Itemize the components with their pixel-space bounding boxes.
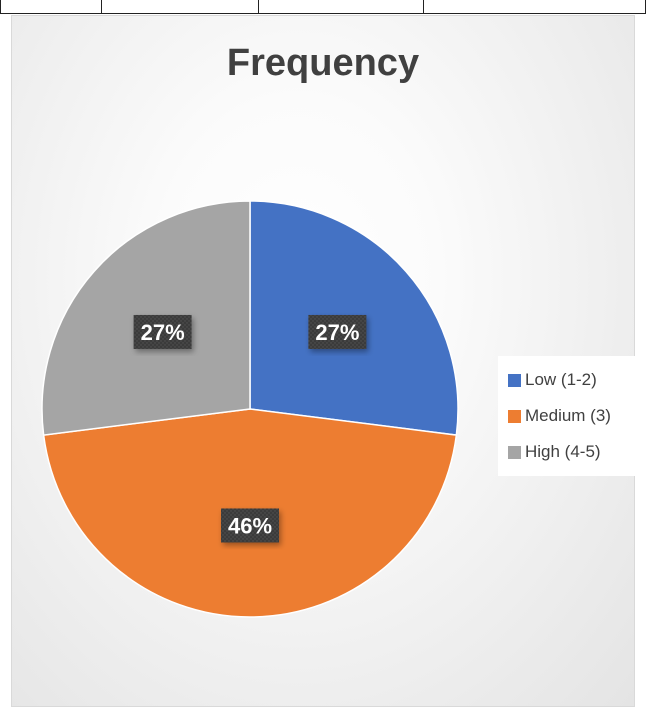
legend-item-medium-3[interactable]: Medium (3) <box>498 398 638 434</box>
data-label-text: 27% <box>141 320 185 345</box>
table-divider <box>0 0 1 14</box>
legend-item-high-4-5[interactable]: High (4-5) <box>498 434 638 470</box>
legend-label: Medium (3) <box>525 406 611 425</box>
pie-chart: 27% 46% 27% <box>41 200 459 618</box>
data-label-box <box>308 314 367 349</box>
chart-title: Frequency <box>226 42 420 84</box>
legend-label: Low (1-2) <box>525 370 597 389</box>
legend-swatch <box>508 445 521 459</box>
data-label-box <box>133 314 192 349</box>
chart-area[interactable]: Frequency 27% 46% 27% Low (1-2) Medium (3) H… <box>11 15 638 707</box>
table-divider <box>423 0 424 14</box>
data-label-high-4-5: 27% <box>133 314 192 349</box>
table-border-strip <box>0 0 646 14</box>
legend-swatch <box>508 409 521 423</box>
data-label-medium-3: 46% <box>221 508 279 543</box>
data-label-text: 27% <box>315 320 359 345</box>
chart-legend: Low (1-2) Medium (3) High (4-5) <box>498 356 638 476</box>
data-label-text: 46% <box>228 513 272 538</box>
data-label-low-1-2: 27% <box>308 314 367 349</box>
legend-item-low-1-2[interactable]: Low (1-2) <box>498 362 638 398</box>
legend-label: High (4-5) <box>525 442 601 461</box>
data-label-box <box>221 508 279 543</box>
table-divider <box>101 0 102 14</box>
table-divider <box>258 0 259 14</box>
legend-swatch <box>508 373 521 387</box>
